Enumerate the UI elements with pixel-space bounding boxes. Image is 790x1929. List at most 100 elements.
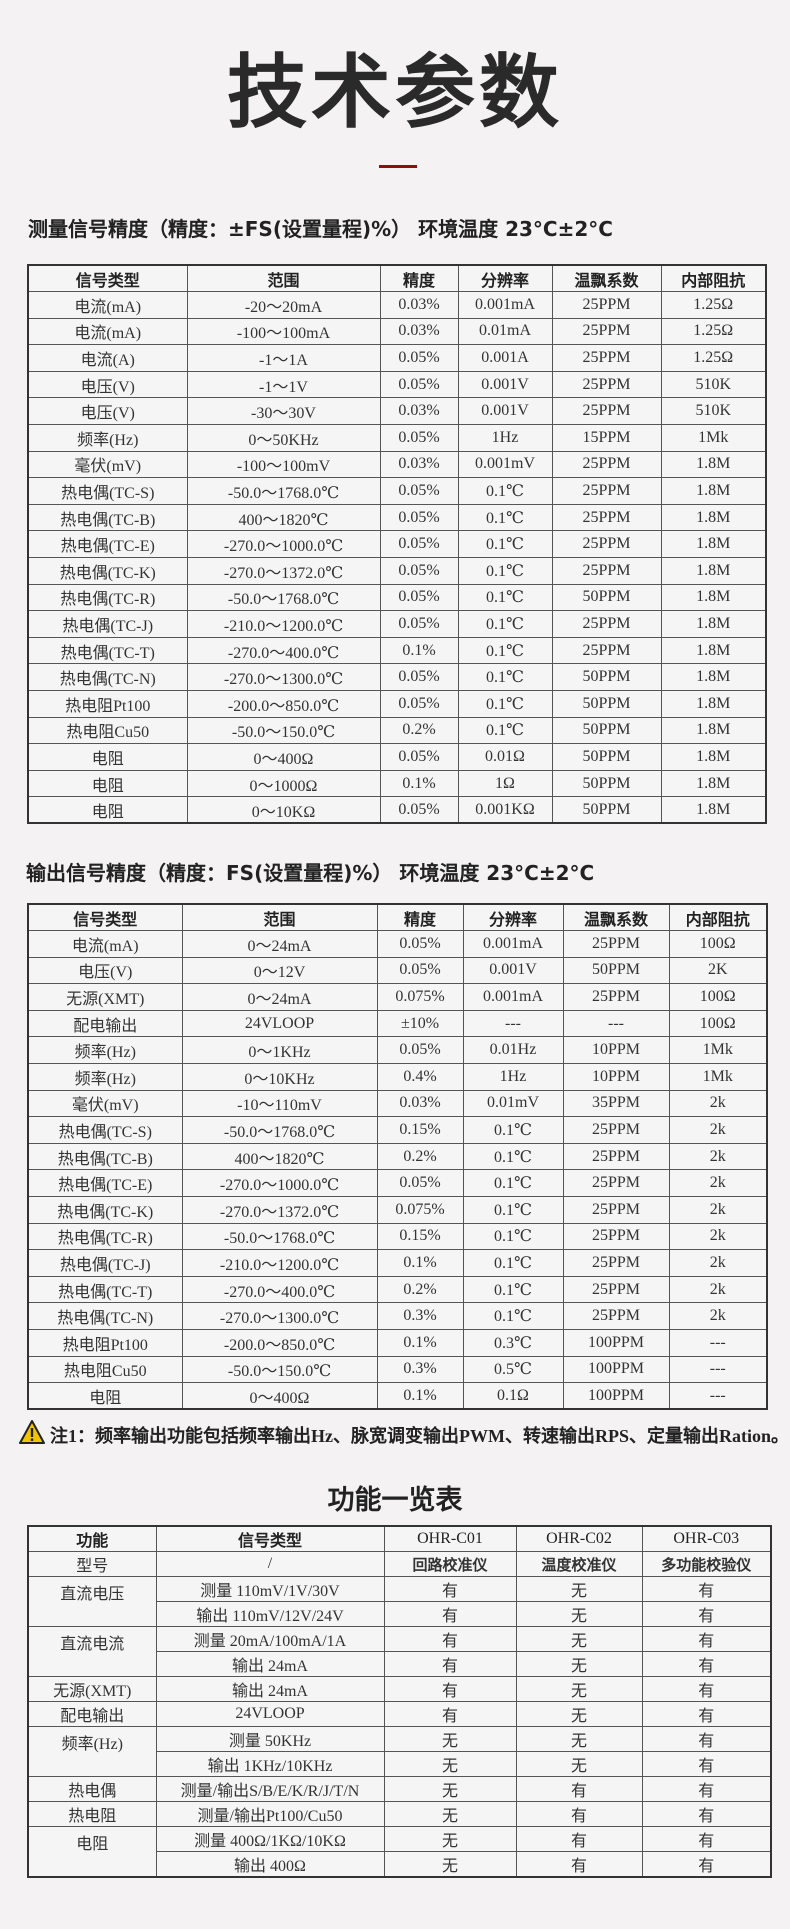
table-cell: 电阻: [27, 769, 188, 798]
table-row: 电阻 0～10KΩ 0.05% 0.001KΩ 50PPM 1.8M: [27, 796, 767, 824]
support-cell: 有: [383, 1576, 517, 1602]
signal-type-cell: 输出 110mV/12V/24V: [155, 1601, 385, 1627]
table-cell: 2k: [668, 1089, 768, 1118]
function-table: 功能 信号类型 OHR-C01 OHR-C02 OHR-C03 型号 / 回路校准仪 温度校准仪…: [27, 1525, 772, 1878]
table-cell: ---: [668, 1382, 768, 1410]
table-cell: 0.1℃: [457, 716, 553, 745]
table-row: 电压(V) 0～12V 0.05% 0.001V 50PPM 2K: [27, 956, 768, 985]
table-cell: 电压(V): [27, 397, 188, 426]
table-row: 毫伏(mV) -10～110mV 0.03% 0.01mV 35PPM 2k: [27, 1089, 768, 1118]
support-cell: 无: [515, 1601, 643, 1627]
table-cell: 电流(mA): [27, 930, 183, 958]
model-cell: 温度校准仪: [515, 1551, 643, 1577]
table-cell: 1Hz: [462, 1063, 564, 1091]
table-row: 热电阻Pt100 -200.0～850.0℃ 0.05% 0.1℃ 50PPM 1.8M: [27, 690, 767, 718]
table-cell: 1.8M: [660, 530, 767, 559]
table-cell: 0.001V: [462, 956, 564, 985]
table-cell: 1.25Ω: [660, 317, 767, 346]
support-cell: 无: [515, 1676, 643, 1702]
table-row: 频率(Hz) 0～10KHz 0.4% 1Hz 10PPM 1Mk: [27, 1063, 768, 1091]
table-cell: 10PPM: [562, 1036, 670, 1065]
table-cell: 0.1℃: [462, 1222, 564, 1251]
table-cell: 毫伏(mV): [27, 450, 188, 479]
table-cell: 1.8M: [660, 557, 767, 585]
table-cell: 1Mk: [660, 424, 767, 452]
table-cell: 0.1%: [379, 636, 459, 665]
table-cell: 25PPM: [562, 1196, 670, 1224]
table-cell: 0.05%: [376, 1169, 464, 1198]
table-cell: 25PPM: [551, 477, 662, 505]
table-cell: 25PPM: [551, 344, 662, 372]
table-cell: -50.0～1768.0℃: [181, 1222, 378, 1251]
table-cell: 2k: [668, 1275, 768, 1304]
table-cell: 热电阻Cu50: [27, 716, 188, 745]
signal-type-cell: 24VLOOP: [155, 1701, 385, 1727]
support-cell: 有: [641, 1751, 772, 1777]
table-cell: 50PPM: [551, 690, 662, 718]
table-cell: 0.1℃: [457, 557, 553, 585]
support-cell: 无: [383, 1726, 517, 1752]
table-cell: -270.0～1300.0℃: [181, 1302, 378, 1330]
table-cell: 热电阻Pt100: [27, 690, 188, 718]
table-cell: 0.075%: [376, 1196, 464, 1224]
support-cell: 有: [641, 1576, 772, 1602]
table-cell: 25PPM: [562, 1169, 670, 1198]
model-cell: 多功能校验仪: [641, 1551, 772, 1577]
table-cell: 热电偶(TC-R): [27, 583, 188, 612]
table-cell: 0.1%: [379, 769, 459, 798]
table-cell: 1Mk: [668, 1063, 768, 1091]
footnote-text: 注1：频率输出功能包括频率输出Hz、脉宽调变输出PWM、转速输出RPS、定量输出…: [50, 1425, 789, 1446]
table-cell: 热电偶(TC-K): [27, 1196, 183, 1224]
table-cell: 0.05%: [379, 503, 459, 532]
table-cell: 0.03%: [379, 397, 459, 426]
table-cell: 1Mk: [668, 1036, 768, 1065]
table-cell: 0.3℃: [462, 1329, 564, 1357]
table-cell: 0.001mA: [462, 930, 564, 958]
table-row: 热电偶(TC-N) -270.0～1300.0℃ 0.3% 0.1℃ 25PPM 2k: [27, 1302, 768, 1330]
table-cell: 热电偶(TC-K): [27, 557, 188, 585]
table-cell: 25PPM: [562, 1249, 670, 1277]
table-cell: 0.3%: [376, 1302, 464, 1330]
table-row: 热电偶(TC-E) -270.0～1000.0℃ 0.05% 0.1℃ 25PPM 1.8…: [27, 530, 767, 559]
support-cell: 无: [515, 1726, 643, 1752]
table-cell: 0.1℃: [457, 583, 553, 612]
column-header: 信号类型: [27, 264, 188, 293]
table-cell: 热电偶(TC-S): [27, 477, 188, 505]
table-cell: 热电偶(TC-J): [27, 610, 188, 638]
table-cell: 25PPM: [551, 370, 662, 399]
signal-type-cell: 测量 110mV/1V/30V: [155, 1576, 385, 1602]
table-cell: 0.1℃: [457, 610, 553, 638]
column-header: 温飘系数: [551, 264, 662, 293]
table-cell: 热电阻Pt100: [27, 1329, 183, 1357]
table-cell: 0～10KΩ: [186, 796, 381, 824]
signal-type-cell: 输出 400Ω: [155, 1851, 385, 1878]
table-row: 直流电流 测量 20mA/100mA/1A 有无有: [27, 1626, 772, 1677]
table-cell: 0.1℃: [457, 636, 553, 665]
table-cell: 毫伏(mV): [27, 1089, 183, 1118]
support-cell: 有: [641, 1801, 772, 1827]
table-cell: 0～24mA: [181, 930, 378, 958]
table-cell: 1.8M: [660, 636, 767, 665]
column-header: 范围: [181, 903, 378, 932]
table-cell: 25PPM: [551, 317, 662, 346]
table-cell: 25PPM: [562, 1116, 670, 1144]
table-cell: 0.1℃: [457, 690, 553, 718]
table-cell: 0.05%: [376, 1036, 464, 1065]
table-cell: 1.8M: [660, 450, 767, 479]
support-cell: 无: [515, 1751, 643, 1777]
table-cell: 0.2%: [376, 1142, 464, 1171]
table-cell: 1.8M: [660, 769, 767, 798]
table-cell: 1.8M: [660, 583, 767, 612]
table-row: 电流(mA) -20～20mA 0.03% 0.001mA 25PPM 1.25Ω: [27, 291, 767, 319]
table-cell: 热电偶(TC-R): [27, 1222, 183, 1251]
table-cell: ---: [562, 1009, 670, 1038]
column-header: 精度: [379, 264, 459, 293]
support-cell: 无: [383, 1751, 517, 1777]
table-cell: 电压(V): [27, 370, 188, 399]
support-cell: 有: [641, 1626, 772, 1652]
function-group-label: 直流电压: [27, 1576, 157, 1627]
table-cell: 50PPM: [551, 769, 662, 798]
support-cell: 无: [383, 1801, 517, 1827]
support-cell: 有: [383, 1651, 517, 1677]
table-cell: 0.4%: [376, 1063, 464, 1091]
